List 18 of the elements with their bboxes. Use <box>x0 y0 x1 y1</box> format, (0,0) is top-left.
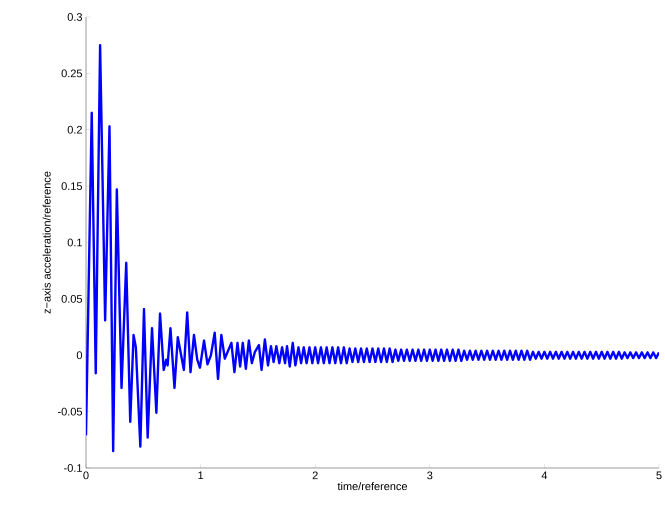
x-tick-label: 4 <box>542 472 548 480</box>
x-tick-label: 5 <box>656 472 662 480</box>
x-axis-title: time/reference <box>338 482 408 490</box>
y-tick-label: 0.15 <box>62 182 82 190</box>
y-tick-label: 0.3 <box>68 13 82 21</box>
x-tick-label: 2 <box>312 472 318 480</box>
x-tick-label: 0 <box>83 472 89 480</box>
y-tick-label: 0.2 <box>68 126 82 134</box>
line-series <box>86 44 659 452</box>
y-tick-label: 0.05 <box>62 295 82 303</box>
y-tick-label: -0.1 <box>64 464 82 472</box>
x-tick-label: 3 <box>427 472 432 480</box>
y-axis-title: z−axis acceleration/reference <box>42 172 51 314</box>
x-tick-label: 1 <box>198 472 204 480</box>
y-tick-label: -0.05 <box>58 408 82 416</box>
y-tick-label: 0 <box>76 351 82 360</box>
y-tick-label: 0.25 <box>62 70 82 78</box>
y-tick-label: 0.1 <box>68 238 82 246</box>
